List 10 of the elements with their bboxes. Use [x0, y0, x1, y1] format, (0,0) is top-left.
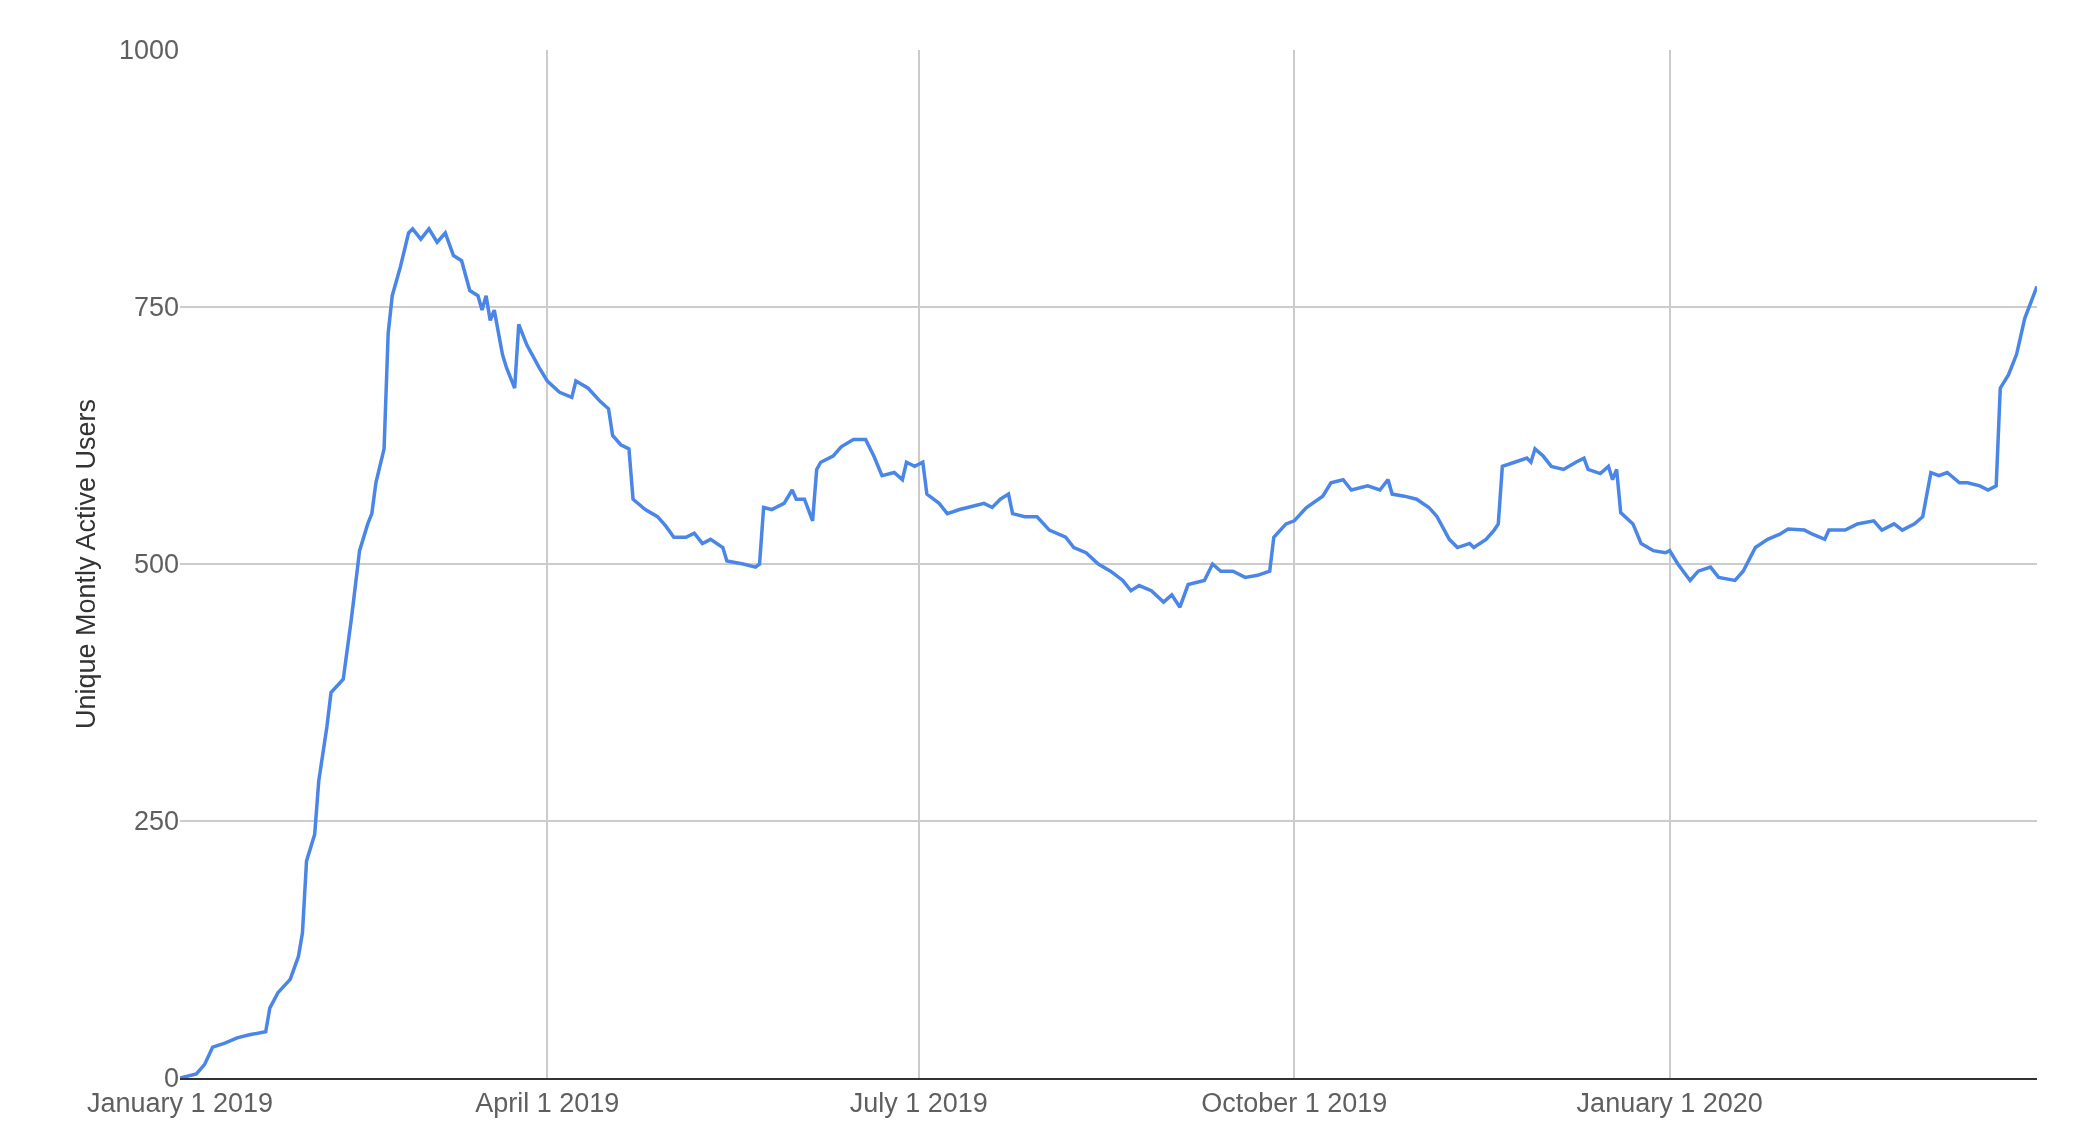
- y-axis-title: Unique Montly Active Users: [70, 398, 101, 730]
- y-tick-label: 750: [133, 292, 179, 323]
- x-tick-label: January 1 2020: [1576, 1088, 1763, 1119]
- y-tick-label: 250: [133, 806, 179, 837]
- x-tick-label: October 1 2019: [1201, 1088, 1388, 1119]
- line-series: [180, 227, 2037, 1078]
- x-tick-label: April 1 2019: [475, 1088, 620, 1119]
- x-tick-label: July 1 2019: [849, 1088, 988, 1119]
- y-tick-label: 500: [133, 549, 179, 580]
- y-tick-label: 1000: [118, 35, 179, 66]
